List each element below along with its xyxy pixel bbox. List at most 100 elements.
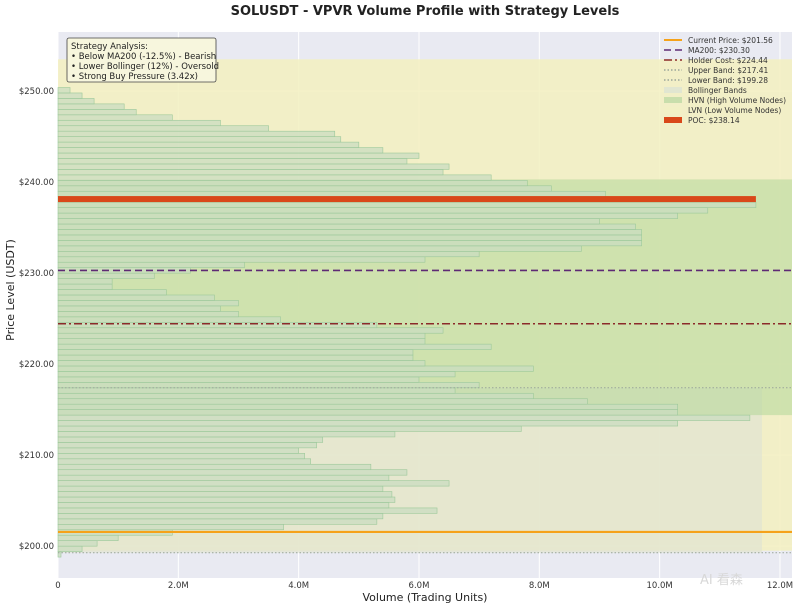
volume-bars [57, 87, 757, 558]
annotation-line-1: • Below MA200 (-12.5%) - Bearish [71, 52, 216, 62]
volume-bar [57, 534, 119, 541]
volume-bar [57, 442, 318, 449]
volume-bar [57, 261, 245, 268]
volume-bar [57, 360, 426, 367]
volume-bar [57, 119, 221, 127]
volume-bar [57, 223, 636, 230]
volume-bar [57, 163, 450, 170]
volume-bar [57, 458, 311, 465]
volume-bar [57, 354, 414, 361]
volume-bar [57, 158, 408, 165]
volume-bar [57, 234, 642, 241]
volume-bar [57, 321, 378, 329]
legend-label: Holder Cost: $224.44 [688, 56, 768, 65]
volume-bar [57, 316, 281, 323]
volume-bar [57, 420, 678, 427]
volume-bar [57, 283, 113, 290]
volume-bar [57, 382, 480, 389]
volume-bar [57, 524, 284, 531]
volume-bar [57, 147, 384, 154]
volume-bar [57, 398, 588, 405]
x-tick-label: 10.0M [647, 581, 673, 591]
x-axis-label: Volume (Trading Units) [363, 591, 488, 604]
x-tick-label: 8.0M [529, 581, 550, 591]
volume-bar [57, 387, 456, 394]
chart-title: SOLUSDT - VPVR Volume Profile with Strat… [231, 4, 620, 19]
volume-bar [57, 447, 299, 454]
volume-bar [57, 180, 528, 187]
legend-label: LVN (Low Volume Nodes) [688, 106, 781, 115]
volume-bar [57, 332, 426, 339]
annotation-title: Strategy Analysis: [71, 42, 148, 52]
legend-label: HVN (High Volume Nodes) [688, 96, 786, 105]
volume-bar [57, 278, 113, 285]
volume-bar [57, 431, 396, 438]
volume-bar [57, 496, 396, 503]
volume-bar [57, 174, 492, 181]
annotation-line-2: • Lower Bollinger (12%) - Oversold [71, 62, 219, 72]
y-tick-label: $240.00 [19, 178, 54, 188]
volume-bar [57, 125, 269, 132]
legend-label: POC: $238.14 [688, 116, 740, 125]
legend-swatch [664, 87, 682, 93]
volume-bar [57, 371, 456, 378]
volume-bar [57, 152, 420, 159]
volume-bar [57, 436, 324, 443]
annotation-frame [66, 37, 217, 83]
volume-bar [57, 305, 221, 312]
volume-bar [57, 409, 678, 416]
volume-bar [57, 403, 678, 410]
legend-swatch [664, 117, 682, 123]
volume-bar [57, 311, 239, 318]
volume-bar [57, 453, 305, 460]
volume-bar [57, 212, 678, 219]
volume-bar [57, 185, 552, 192]
watermark: AI 看森 [700, 572, 743, 588]
volume-bar [57, 190, 606, 198]
legend-label: Lower Band: $199.28 [688, 76, 768, 85]
volume-bar [57, 474, 390, 481]
poc-bar [58, 196, 756, 203]
volume-bar [57, 201, 757, 208]
legend-label: Bollinger Bands [688, 86, 747, 95]
volume-bar [57, 141, 360, 148]
volume-bar [57, 343, 492, 350]
y-axis-label: Price Level (USDT) [4, 239, 17, 341]
volume-bar [57, 300, 239, 307]
volume-bar [57, 114, 173, 121]
x-tick-label: 0 [55, 581, 60, 591]
legend-swatch [664, 97, 682, 103]
volume-bar [57, 518, 378, 525]
volume-bar [57, 513, 384, 520]
volume-bar [57, 491, 393, 498]
volume-bar [57, 103, 125, 110]
volume-bar [57, 98, 95, 105]
volume-bar [57, 507, 438, 514]
volume-bar [57, 392, 534, 400]
volume-bar [57, 327, 444, 334]
annotation-line-3: • Strong Buy Pressure (3.42x) [71, 72, 198, 82]
volume-bar [57, 109, 137, 116]
volume-bar [57, 169, 444, 176]
volume-bar [57, 256, 426, 263]
volume-bar [57, 349, 414, 356]
volume-bar [57, 338, 426, 345]
x-tick-label: 6.0M [409, 581, 430, 591]
y-tick-label: $230.00 [19, 269, 54, 279]
volume-bar [57, 272, 155, 279]
volume-bar [57, 502, 390, 509]
volume-bar [57, 87, 71, 94]
volume-bar [57, 229, 642, 236]
volume-bar [57, 136, 342, 143]
y-tick-label: $220.00 [19, 360, 54, 370]
volume-bar [57, 289, 167, 296]
volume-bar [57, 218, 600, 225]
axis-ticks: 0 2.0M 4.0M 6.0M 8.0M 10.0M 12.0M $200.00 $210.0… [19, 87, 793, 591]
x-tick-label: 12.0M [767, 581, 793, 591]
volume-bar [57, 294, 215, 301]
legend-swatch [664, 107, 682, 113]
volume-bar [57, 245, 582, 252]
y-tick-label: $210.00 [19, 451, 54, 461]
